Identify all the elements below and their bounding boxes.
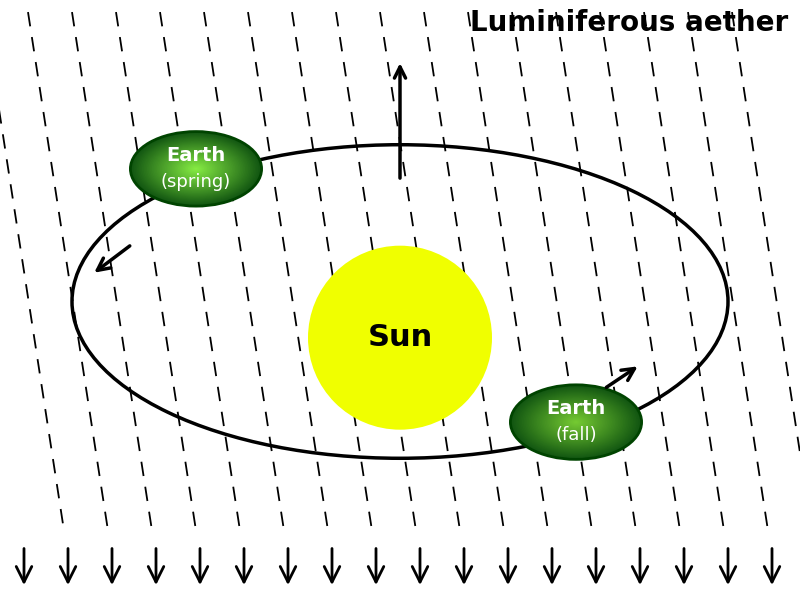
Ellipse shape bbox=[155, 145, 237, 192]
Ellipse shape bbox=[540, 402, 612, 443]
Ellipse shape bbox=[525, 393, 627, 451]
Ellipse shape bbox=[556, 411, 596, 434]
Ellipse shape bbox=[140, 137, 252, 201]
Ellipse shape bbox=[188, 164, 204, 174]
Ellipse shape bbox=[179, 160, 213, 178]
Ellipse shape bbox=[570, 418, 582, 426]
Text: Luminiferous aether: Luminiferous aether bbox=[470, 9, 788, 37]
Ellipse shape bbox=[154, 145, 238, 193]
Ellipse shape bbox=[542, 403, 610, 441]
Ellipse shape bbox=[165, 151, 227, 186]
Ellipse shape bbox=[523, 393, 629, 452]
Text: (fall): (fall) bbox=[555, 426, 597, 444]
Ellipse shape bbox=[130, 131, 262, 206]
Ellipse shape bbox=[548, 406, 604, 438]
Ellipse shape bbox=[560, 413, 592, 431]
Ellipse shape bbox=[517, 388, 635, 456]
Ellipse shape bbox=[191, 166, 201, 172]
Ellipse shape bbox=[563, 415, 589, 429]
Ellipse shape bbox=[514, 387, 638, 458]
Ellipse shape bbox=[138, 136, 254, 201]
Ellipse shape bbox=[158, 147, 234, 191]
Ellipse shape bbox=[185, 162, 207, 175]
Ellipse shape bbox=[190, 165, 202, 172]
Ellipse shape bbox=[538, 400, 614, 444]
Ellipse shape bbox=[551, 408, 601, 436]
Ellipse shape bbox=[178, 159, 214, 179]
Ellipse shape bbox=[546, 405, 606, 439]
Ellipse shape bbox=[137, 135, 255, 203]
Ellipse shape bbox=[163, 150, 229, 188]
Ellipse shape bbox=[152, 144, 240, 194]
Ellipse shape bbox=[545, 405, 607, 440]
Ellipse shape bbox=[566, 417, 586, 428]
Ellipse shape bbox=[166, 152, 226, 186]
Ellipse shape bbox=[183, 162, 209, 176]
Text: (spring): (spring) bbox=[161, 173, 231, 191]
Ellipse shape bbox=[162, 150, 230, 188]
Ellipse shape bbox=[143, 139, 249, 198]
Ellipse shape bbox=[193, 167, 199, 171]
Ellipse shape bbox=[571, 419, 581, 425]
Ellipse shape bbox=[142, 138, 250, 200]
Ellipse shape bbox=[558, 412, 594, 432]
Ellipse shape bbox=[145, 140, 247, 198]
Ellipse shape bbox=[518, 390, 634, 455]
Ellipse shape bbox=[537, 400, 615, 444]
Ellipse shape bbox=[520, 390, 632, 454]
Ellipse shape bbox=[174, 157, 218, 181]
Ellipse shape bbox=[168, 153, 224, 185]
Ellipse shape bbox=[554, 410, 598, 434]
Ellipse shape bbox=[534, 398, 618, 446]
Ellipse shape bbox=[157, 147, 235, 191]
Ellipse shape bbox=[132, 133, 260, 205]
Ellipse shape bbox=[522, 391, 630, 453]
Ellipse shape bbox=[573, 420, 579, 424]
Ellipse shape bbox=[170, 154, 222, 184]
Ellipse shape bbox=[568, 417, 584, 427]
Text: Earth: Earth bbox=[166, 146, 226, 165]
Ellipse shape bbox=[553, 409, 599, 435]
Ellipse shape bbox=[173, 156, 219, 182]
Ellipse shape bbox=[515, 388, 637, 456]
Ellipse shape bbox=[543, 403, 609, 441]
Ellipse shape bbox=[135, 134, 257, 203]
Ellipse shape bbox=[550, 407, 602, 437]
Ellipse shape bbox=[565, 415, 587, 429]
Ellipse shape bbox=[535, 399, 617, 446]
Ellipse shape bbox=[182, 160, 210, 177]
Text: Sun: Sun bbox=[367, 323, 433, 352]
Ellipse shape bbox=[176, 157, 216, 180]
Ellipse shape bbox=[529, 395, 623, 449]
Ellipse shape bbox=[147, 141, 246, 197]
Ellipse shape bbox=[171, 155, 221, 183]
Ellipse shape bbox=[194, 168, 198, 170]
Ellipse shape bbox=[186, 163, 206, 174]
Ellipse shape bbox=[150, 143, 242, 195]
Ellipse shape bbox=[134, 133, 258, 204]
Ellipse shape bbox=[308, 245, 492, 430]
Ellipse shape bbox=[530, 396, 622, 448]
Ellipse shape bbox=[510, 385, 642, 459]
Ellipse shape bbox=[562, 414, 590, 431]
Ellipse shape bbox=[574, 421, 578, 423]
Ellipse shape bbox=[160, 148, 232, 189]
Ellipse shape bbox=[526, 394, 626, 450]
Ellipse shape bbox=[532, 397, 620, 447]
Ellipse shape bbox=[512, 386, 640, 458]
Text: Earth: Earth bbox=[546, 399, 606, 418]
Ellipse shape bbox=[149, 142, 243, 196]
